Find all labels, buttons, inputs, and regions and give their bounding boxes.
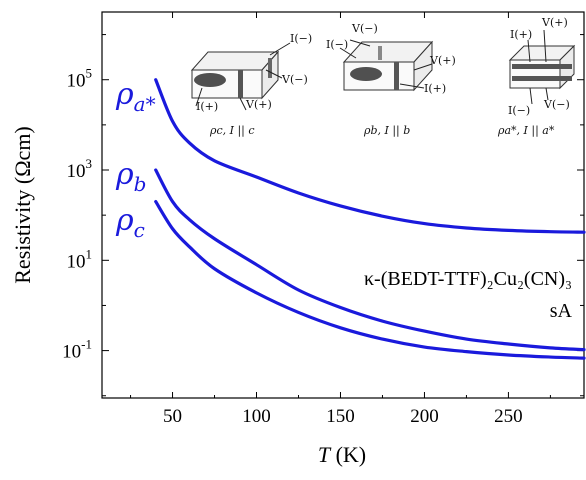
series-label-a-sub: a* xyxy=(134,92,156,116)
x-tick-label: 200 xyxy=(410,406,439,427)
inset-rho-c-contact-bar xyxy=(238,70,243,98)
series-label-c: ρc xyxy=(115,203,145,242)
inset-rho-b-i-minus: I(−) xyxy=(326,38,348,51)
sample-annotation: sA xyxy=(550,300,573,322)
inset-rho-a-wires xyxy=(527,29,549,105)
series-label-b-sub: b xyxy=(134,172,147,196)
x-tick-label: 250 xyxy=(494,406,523,427)
y-tick-base: 10 xyxy=(67,161,86,182)
series-line-a-star xyxy=(154,78,586,234)
y-tick-exponent: 3 xyxy=(86,156,93,171)
x-tick-label: 100 xyxy=(242,406,271,427)
inset-rho-c-v-minus: V(−) xyxy=(281,73,308,86)
series-label-c-sub: c xyxy=(134,218,145,242)
inset-rho-a-label: ρa*, I || a* xyxy=(497,124,555,138)
inset-rho-a-v-plus: V(+) xyxy=(541,16,568,29)
inset-rho-b-i-plus: I(+) xyxy=(424,82,446,95)
y-tick-label: 103 xyxy=(67,156,93,182)
series-label-b-base: ρ xyxy=(115,157,134,192)
y-tick-label: 101 xyxy=(67,246,93,272)
inset-rho-a-v-minus: V(−) xyxy=(543,98,570,111)
compound-annotation: κ-(BEDT-TTF)₂Cu₂(CN)₃ xyxy=(364,268,572,290)
inset-rho-a-i-minus: I(−) xyxy=(508,104,530,117)
inset-rho-c-i-plus: I(+) xyxy=(196,100,218,113)
y-axis-label: Resistivity (Ωcm) xyxy=(10,126,35,284)
inset-rho-a-i-plus: I(+) xyxy=(510,28,532,41)
inset-rho-b: I(−) V(−) V(+) I(+) ρb, I || b xyxy=(326,22,456,138)
series-label-a-base: ρ xyxy=(115,77,134,112)
inset-rho-b-wires xyxy=(339,39,433,89)
inset-rho-c-contact-ellipse xyxy=(194,73,226,87)
inset-rho-b-v-minus: V(−) xyxy=(351,22,378,35)
data-series xyxy=(154,78,586,360)
inset-rho-c-label: ρc, I || c xyxy=(209,124,255,138)
x-axis-label: T (K) xyxy=(318,442,366,467)
inset-rho-c-contact-bar-back xyxy=(268,58,272,78)
series-label-b: ρb xyxy=(115,157,146,196)
x-axis-unit: (K) xyxy=(336,442,367,467)
y-tick-exponent: -1 xyxy=(81,337,92,352)
x-axis-variable: T xyxy=(318,442,332,467)
inset-rho-b-label: ρb, I || b xyxy=(363,124,410,138)
y-tick-label: 105 xyxy=(67,66,93,92)
inset-rho-b-v-plus: V(+) xyxy=(429,54,456,67)
y-tick-base: 10 xyxy=(67,71,86,92)
inset-rho-a-contact-bar-2 xyxy=(512,76,572,81)
inset-rho-c: I(+) V(+) I(−) V(−) ρc, I || c xyxy=(190,32,312,138)
plot-frame xyxy=(101,11,585,399)
y-tick-exponent: 5 xyxy=(86,66,93,81)
series-label-a: ρa* xyxy=(115,77,156,116)
x-tick-label: 150 xyxy=(326,406,355,427)
inset-rho-b-contact-bar xyxy=(394,62,399,90)
y-tick-base: 10 xyxy=(67,251,86,272)
inset-rho-b-contact-bar-back xyxy=(378,46,382,60)
x-tick-label: 50 xyxy=(163,406,182,427)
inset-rho-a-contact-bar-1 xyxy=(512,64,572,69)
series-line-b xyxy=(154,168,586,352)
y-tick-base: 10 xyxy=(62,342,81,363)
inset-rho-a: I(+) V(+) I(−) V(−) ρa*, I || a* xyxy=(497,16,576,138)
inset-rho-c-wires xyxy=(195,42,291,111)
inset-rho-b-box xyxy=(342,40,434,92)
series-label-c-base: ρ xyxy=(115,203,134,238)
y-tick-label: 10-1 xyxy=(62,337,92,363)
y-tick-exponent: 1 xyxy=(86,246,93,261)
inset-rho-c-v-plus: V(+) xyxy=(245,98,272,111)
inset-rho-b-contact-ellipse xyxy=(350,67,382,81)
inset-rho-c-i-minus: I(−) xyxy=(290,32,312,45)
series-line-c xyxy=(154,199,586,360)
